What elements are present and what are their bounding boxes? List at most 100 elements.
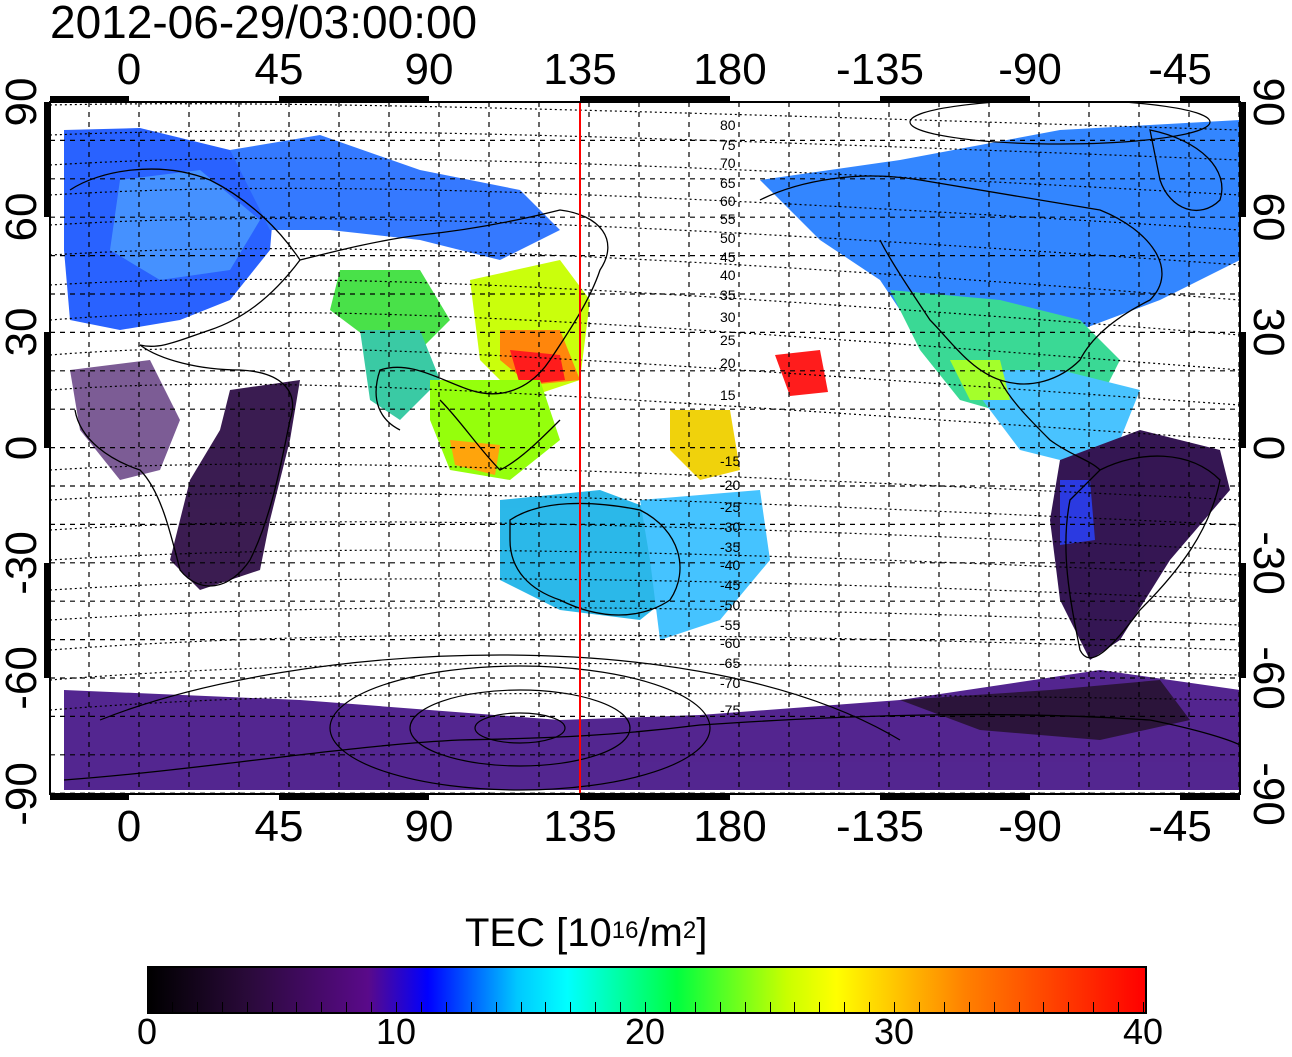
colorbar-minor-tick bbox=[1143, 1002, 1144, 1012]
contour-value-label: 25 bbox=[720, 332, 736, 348]
colorbar-minor-tick bbox=[545, 1002, 547, 1012]
tec-data-layer bbox=[64, 120, 1240, 790]
top-lon-label: -45 bbox=[1148, 45, 1212, 94]
contour-value-label: 80 bbox=[720, 117, 736, 133]
colorbar-minor-tick bbox=[470, 1002, 472, 1012]
top-lon-label: 135 bbox=[543, 45, 617, 94]
tec-patch-hawaii-red bbox=[775, 350, 828, 396]
colorbar-minor-tick bbox=[744, 1002, 746, 1012]
contour-value-label: 40 bbox=[720, 267, 736, 283]
colorbar-minor-tick bbox=[918, 1002, 920, 1012]
colorbar-minor-tick bbox=[495, 1002, 497, 1012]
frame-tick-bar bbox=[279, 96, 429, 102]
coast-africa bbox=[74, 344, 294, 587]
contour-value-label: -60 bbox=[720, 635, 740, 651]
colorbar-minor-tick bbox=[246, 1002, 248, 1012]
solid-contours bbox=[99, 102, 1211, 791]
bottom-lon-label: -45 bbox=[1148, 802, 1212, 851]
contour-value-label: -65 bbox=[720, 655, 740, 671]
tec-patch-pacific-sw bbox=[640, 490, 770, 640]
frame-tick-bar bbox=[880, 96, 1030, 102]
frame-tick-bar bbox=[50, 794, 129, 800]
colorbar-minor-tick bbox=[221, 1002, 223, 1012]
colorbar-tick-label: 10 bbox=[375, 1011, 417, 1052]
colorbar-minor-tick bbox=[371, 1002, 373, 1012]
bottom-lon-label: -135 bbox=[835, 802, 925, 851]
contour-value-label: 50 bbox=[720, 230, 736, 246]
frame-tick-bar bbox=[1240, 102, 1246, 217]
colorbar-minor-tick bbox=[645, 1002, 646, 1012]
tec-patch-antarctic-dark bbox=[900, 680, 1190, 740]
top-lon-label: 45 bbox=[254, 45, 304, 94]
frame-tick-bars bbox=[44, 96, 1246, 800]
bottom-lon-label: 45 bbox=[254, 802, 304, 851]
frame-tick-bar bbox=[50, 96, 129, 102]
colorbar-minor-tick bbox=[321, 1002, 323, 1012]
colorbar-minor-tick bbox=[296, 1002, 298, 1012]
frame-tick-bar bbox=[1240, 563, 1246, 678]
contour-value-label: -35 bbox=[720, 539, 740, 555]
colorbar-minor-tick bbox=[894, 1002, 895, 1012]
bottom-lon-label: -90 bbox=[998, 802, 1062, 851]
contour-value-label: -70 bbox=[720, 675, 740, 691]
bottom-lon-label: 135 bbox=[543, 802, 617, 851]
colorbar-minor-tick bbox=[968, 1002, 970, 1012]
colorbar-minor-tick bbox=[1093, 1002, 1095, 1012]
colorbar-minor-tick bbox=[147, 1002, 148, 1012]
coast-south-america bbox=[1065, 455, 1221, 659]
frame-tick-bar bbox=[1180, 96, 1240, 102]
coast-australia bbox=[509, 502, 681, 616]
contour-value-label: -25 bbox=[720, 499, 740, 515]
colorbar-minor-tick bbox=[1068, 1002, 1070, 1012]
colorbar-minor-tick bbox=[271, 1002, 273, 1012]
colorbar-minor-tick bbox=[570, 1002, 572, 1012]
frame-tick-bar bbox=[279, 794, 429, 800]
contour-value-label: -30 bbox=[720, 519, 740, 535]
colorbar-tick-label: 30 bbox=[873, 1011, 915, 1052]
tec-patch-sumatra bbox=[450, 440, 500, 475]
frame-tick-bar bbox=[1240, 332, 1246, 448]
tec-patch-africa bbox=[170, 380, 300, 590]
frame-tick-bar bbox=[580, 794, 730, 800]
frame-tick-bar bbox=[44, 102, 50, 217]
colorbar-minor-tick bbox=[620, 1002, 622, 1012]
colorbar-minor-tick bbox=[445, 1002, 447, 1012]
colorbar-minor-tick bbox=[346, 1002, 348, 1012]
frame-tick-bar bbox=[44, 332, 50, 448]
contour-value-label: 15 bbox=[720, 387, 736, 403]
colorbar-minor-tick bbox=[1118, 1002, 1120, 1012]
contour-value-label: -50 bbox=[720, 597, 740, 613]
frame-tick-bar bbox=[880, 794, 1030, 800]
contour-value-label: -55 bbox=[720, 617, 740, 633]
tec-patch-europe-light bbox=[110, 170, 260, 280]
tec-world-map: 80 75 70 65 60 55 50 45 40 35 30 25 20 15 -15 -20 -25 -30… bbox=[44, 96, 1246, 800]
colorbar-minor-tick bbox=[794, 1002, 796, 1012]
contour-value-label: 55 bbox=[720, 211, 736, 227]
colorbar-tick-label: 0 bbox=[136, 1011, 158, 1052]
colorbar-minor-tick bbox=[769, 1002, 771, 1012]
top-lon-label: 0 bbox=[116, 45, 142, 94]
coast-central-america bbox=[999, 379, 1101, 471]
colorbar-minor-tick bbox=[844, 1002, 846, 1012]
tec-patch-africa-west bbox=[70, 360, 180, 480]
colorbar-minor-tick bbox=[719, 1002, 721, 1012]
tec-patch-australia bbox=[500, 490, 690, 620]
contour-value-label: 35 bbox=[720, 287, 736, 303]
contour-value-labels: 80 75 70 65 60 55 50 45 40 35 30 25 20 15 -15 -20 -25 -30… bbox=[720, 117, 740, 718]
contour-value-label: 75 bbox=[720, 137, 736, 153]
colorbar-minor-tick bbox=[520, 1002, 522, 1012]
colorbar-minor-tick bbox=[171, 1002, 173, 1012]
coast-antarctica bbox=[63, 713, 1240, 781]
top-lon-label: -90 bbox=[998, 45, 1062, 94]
tec-patch-north-america bbox=[760, 120, 1240, 340]
colorbar-tick-label: 40 bbox=[1122, 1011, 1164, 1052]
colorbar-minor-tick bbox=[819, 1002, 821, 1012]
coast-north-america bbox=[759, 175, 1163, 385]
coast-asia bbox=[299, 209, 609, 431]
frame-tick-bar bbox=[580, 96, 730, 102]
contour-value-label: 45 bbox=[720, 249, 736, 265]
coast-greenland bbox=[1149, 129, 1223, 211]
contour-value-label: 30 bbox=[720, 309, 736, 325]
contour-value-label: 60 bbox=[720, 193, 736, 209]
frame-tick-bar bbox=[1180, 794, 1240, 800]
